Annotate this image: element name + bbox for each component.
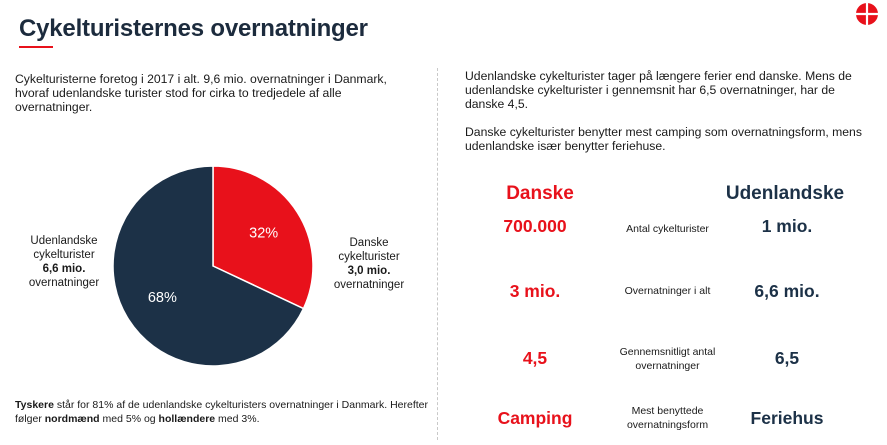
danish-value: 700.000 [503, 216, 567, 236]
metric-label: Overnatninger i alt [605, 284, 730, 298]
footnote-bold-germans: Tyskere [15, 399, 54, 411]
danish-value: Camping [497, 408, 573, 428]
pie-chart: 32% 68% [112, 165, 314, 367]
footnote-text-1: står for 81% af de udenlandske cykelturi… [15, 399, 429, 425]
metric-label-line1: Mest benyttede [631, 405, 704, 417]
metric-label: Gennemsnitligt antal overnatninger [605, 345, 730, 373]
footnote-bold-dutch: hollændere [158, 412, 216, 425]
pie-label-foreign-line2: cykelturister [33, 249, 95, 261]
metric-label: Mest benyttede overnatningsform [605, 404, 730, 432]
pie-label-foreign-line1: Udenlandske [30, 235, 98, 247]
column-divider [437, 68, 438, 440]
danish-value: 4,5 [522, 348, 548, 368]
pie-slice-1 [112, 165, 305, 367]
footnote-text-3: med 3%. [215, 412, 260, 425]
foreign-value: 6,5 [774, 348, 800, 368]
pie-label-danish-value: 3,0 mio. [347, 265, 391, 277]
pie-label-foreign: Udenlandske cykelturister 6,6 mio. overn… [20, 234, 108, 290]
right-paragraph-1: Udenlandske cykelturister tager på længe… [465, 69, 852, 111]
page-title: Cykelturisternes overnatninger [19, 15, 368, 42]
comparison-row: Camping Mest benyttede overnatningsform … [465, 404, 875, 445]
logo-icon [856, 3, 878, 25]
header-foreign: Udenlandske [725, 183, 845, 204]
metric-label-line2: overnatninger [635, 360, 700, 372]
intro-paragraph: Cykelturisterne foretog i 2017 i alt. 9,… [15, 72, 387, 114]
metric-label-line1: Antal cykelturister [626, 223, 709, 235]
pie-label-danish: Danske cykelturister 3,0 mio. overnatnin… [322, 236, 416, 292]
title-accent-bar [19, 46, 53, 48]
pie-slice-label-1: 68% [148, 290, 177, 306]
pie-label-foreign-value: 6,6 mio. [42, 263, 86, 275]
foreign-value: Feriehus [750, 408, 824, 428]
pie-label-danish-line1: Danske [349, 237, 389, 249]
metric-label-line2: overnatningsform [626, 419, 709, 431]
foreign-value: 1 mio. [761, 216, 813, 236]
pie-slice-label-0: 32% [249, 226, 278, 242]
metric-label: Antal cykelturister [605, 222, 730, 236]
comparison-row: 3 mio. Overnatninger i alt 6,6 mio. [465, 281, 875, 341]
danish-value: 3 mio. [509, 281, 561, 301]
footnote: Tyskere står for 81% af de udenlandske c… [15, 399, 435, 426]
comparison-row: 700.000 Antal cykelturister 1 mio. [465, 214, 875, 274]
pie-label-foreign-line4: overnatninger [28, 277, 100, 289]
pie-label-danish-line2: cykelturister [338, 251, 400, 263]
header-danish: Danske [506, 183, 574, 204]
right-paragraph-2: Danske cykelturister benytter mest campi… [465, 125, 862, 153]
footnote-text-2: med 5% og [99, 412, 159, 425]
metric-label-line1: Gennemsnitligt antal [619, 346, 716, 358]
metric-label-line1: Overnatninger i alt [624, 285, 711, 297]
pie-label-danish-line4: overnatninger [333, 279, 405, 291]
footnote-bold-norwegians: nordmænd [44, 412, 100, 425]
pie-slice-0 [212, 165, 314, 310]
comparison-row: 4,5 Gennemsnitligt antal overnatninger 6… [465, 345, 875, 405]
foreign-value: 6,6 mio. [754, 281, 820, 301]
